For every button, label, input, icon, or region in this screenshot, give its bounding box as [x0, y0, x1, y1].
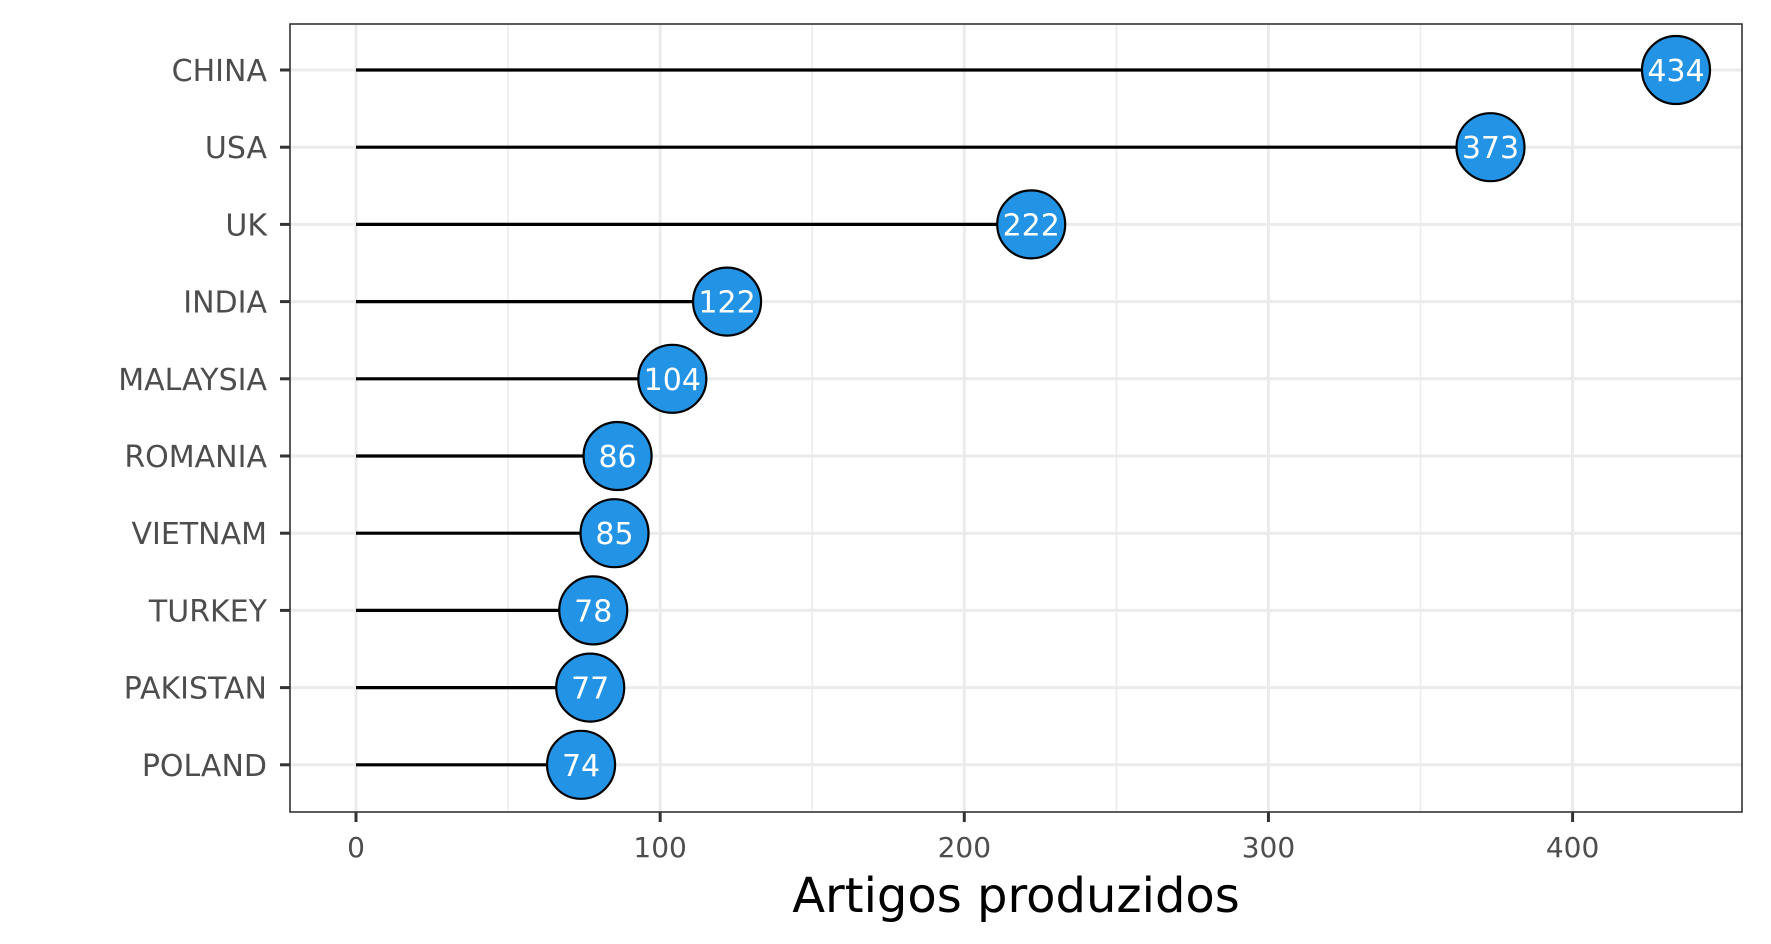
y-tick-label: ROMANIA — [124, 440, 267, 475]
lollipop-point — [1640, 34, 1712, 106]
data-label: 104 — [644, 363, 701, 398]
data-label: 77 — [571, 672, 609, 707]
x-tick-label: 300 — [1242, 831, 1295, 864]
y-tick-label: USA — [205, 131, 268, 166]
data-label: 122 — [698, 286, 755, 321]
data-label: 74 — [562, 749, 600, 784]
panel-border — [289, 23, 1743, 813]
x-tick-label: 0 — [347, 831, 365, 864]
data-label: 222 — [1003, 208, 1060, 243]
lollipop-point — [579, 498, 650, 569]
lollipop-point — [1455, 112, 1526, 183]
y-tick-label: INDIA — [183, 286, 267, 321]
lollipop-point — [582, 420, 653, 492]
y-tick-label: VIETNAM — [132, 517, 268, 552]
lollipop-point — [637, 343, 708, 414]
lollipop-point — [555, 652, 626, 723]
data-label: 373 — [1462, 131, 1519, 166]
y-tick-label: MALAYSIA — [118, 363, 267, 398]
data-label: 85 — [595, 517, 633, 552]
lollipop-point — [545, 729, 617, 800]
data-label: 86 — [598, 440, 636, 475]
y-tick-label: CHINA — [172, 54, 268, 89]
y-tick-label: PAKISTAN — [124, 672, 267, 707]
lollipop-point — [691, 266, 763, 337]
stems — [356, 68, 1676, 767]
x-tick-label: 200 — [938, 831, 991, 864]
y-tick-label: POLAND — [142, 749, 267, 784]
x-axis-title: Artigos produzidos — [792, 868, 1240, 924]
y-tick-label: TURKEY — [148, 594, 268, 629]
lollipop-point — [558, 575, 629, 646]
lollipop-point — [996, 189, 1067, 260]
x-tick-label: 100 — [633, 831, 686, 864]
data-label: 78 — [574, 594, 612, 629]
axes: CHINA USA UK INDIA MALAYSIA ROMANIA VIETNAM TUR… — [118, 54, 1599, 864]
y-tick-label: UK — [225, 208, 268, 243]
data-label: 434 — [1647, 54, 1704, 89]
points: 434 373 222 122 104 86 85 78 77 74 — [545, 34, 1712, 800]
x-tick-label: 400 — [1546, 831, 1599, 864]
